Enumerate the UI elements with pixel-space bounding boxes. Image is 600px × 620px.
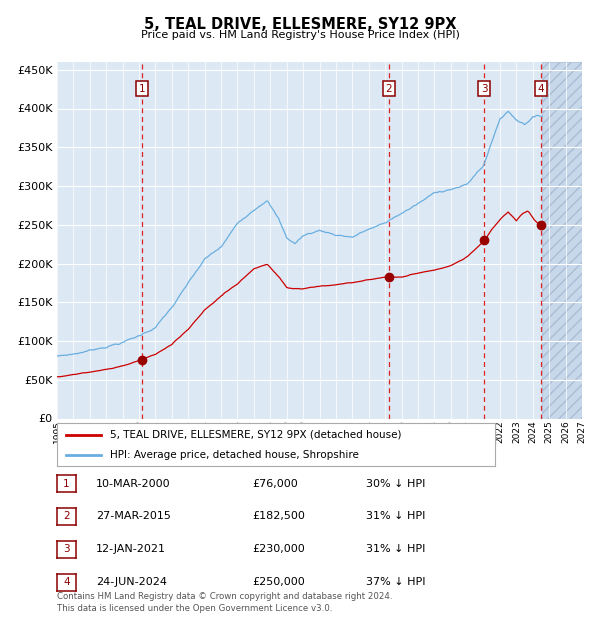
Text: 1: 1 <box>63 479 70 489</box>
Text: This data is licensed under the Open Government Licence v3.0.: This data is licensed under the Open Gov… <box>57 603 332 613</box>
Text: 12-JAN-2021: 12-JAN-2021 <box>96 544 166 554</box>
Text: 3: 3 <box>481 84 487 94</box>
Text: £76,000: £76,000 <box>252 479 298 489</box>
Text: 24-JUN-2024: 24-JUN-2024 <box>96 577 167 587</box>
Text: 2: 2 <box>386 84 392 94</box>
Text: 4: 4 <box>538 84 544 94</box>
Text: 5, TEAL DRIVE, ELLESMERE, SY12 9PX: 5, TEAL DRIVE, ELLESMERE, SY12 9PX <box>144 17 456 32</box>
Text: HPI: Average price, detached house, Shropshire: HPI: Average price, detached house, Shro… <box>110 450 358 461</box>
Text: 37% ↓ HPI: 37% ↓ HPI <box>366 577 425 587</box>
Text: 3: 3 <box>63 544 70 554</box>
Bar <box>542 62 582 419</box>
Text: Price paid vs. HM Land Registry's House Price Index (HPI): Price paid vs. HM Land Registry's House … <box>140 30 460 40</box>
Text: 27-MAR-2015: 27-MAR-2015 <box>96 512 171 521</box>
Text: 1: 1 <box>139 84 145 94</box>
Text: £182,500: £182,500 <box>252 512 305 521</box>
Text: 2: 2 <box>63 512 70 521</box>
Text: 30% ↓ HPI: 30% ↓ HPI <box>366 479 425 489</box>
Text: 4: 4 <box>63 577 70 587</box>
Text: 31% ↓ HPI: 31% ↓ HPI <box>366 544 425 554</box>
Text: Contains HM Land Registry data © Crown copyright and database right 2024.: Contains HM Land Registry data © Crown c… <box>57 592 392 601</box>
Text: 31% ↓ HPI: 31% ↓ HPI <box>366 512 425 521</box>
Text: 10-MAR-2000: 10-MAR-2000 <box>96 479 170 489</box>
Text: 5, TEAL DRIVE, ELLESMERE, SY12 9PX (detached house): 5, TEAL DRIVE, ELLESMERE, SY12 9PX (deta… <box>110 430 401 440</box>
Text: £250,000: £250,000 <box>252 577 305 587</box>
Text: £230,000: £230,000 <box>252 544 305 554</box>
